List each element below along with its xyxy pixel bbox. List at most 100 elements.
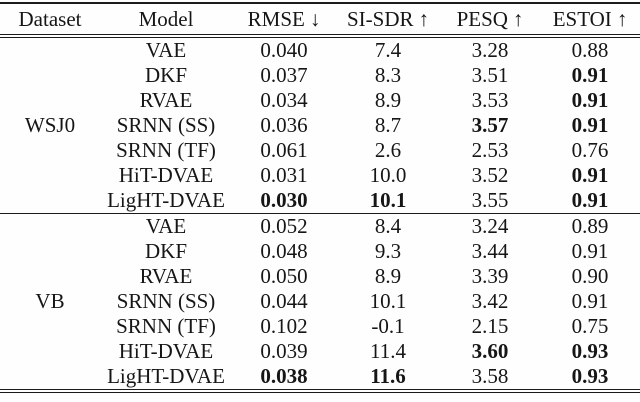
metric-value-cell-estoi: 0.76 xyxy=(571,138,609,162)
metric-value-cell-pesq: 3.42 xyxy=(471,289,509,313)
column-header-sisdr: SI-SDR ↑ xyxy=(336,3,440,36)
metric-value-cell-sisdr: -0.1 xyxy=(371,314,405,338)
metric-value-cell-pesq: 3.60 xyxy=(471,339,509,363)
metric-value-cell-estoi: 0.75 xyxy=(571,314,609,338)
table-row: SRNN (TF) 0.061 2.6 2.53 0.76 xyxy=(0,138,640,163)
table-row: VB VAE 0.052 8.4 3.24 0.89 xyxy=(0,214,640,313)
model-name-cell: DKF xyxy=(144,63,187,87)
model-name-cell: HiT-DVAE xyxy=(118,339,214,363)
metric-value-cell-rmse: 0.039 xyxy=(260,339,308,363)
metric-value-cell-sisdr: 10.1 xyxy=(369,289,407,313)
metric-value-cell-rmse: 0.030 xyxy=(260,188,308,212)
metric-value-cell-estoi: 0.91 xyxy=(571,163,609,187)
metric-value-cell-rmse: 0.040 xyxy=(260,38,308,62)
metric-value-cell-pesq: 3.24 xyxy=(471,214,509,238)
up-arrow-icon: ↑ xyxy=(616,6,628,31)
metric-value-cell-estoi: 0.91 xyxy=(571,63,609,87)
table-row: LigHT-DVAE 0.038 11.6 3.58 0.93 xyxy=(0,364,640,391)
metric-value-cell-sisdr: 9.3 xyxy=(374,239,402,263)
table-row: SRNN (SS) 0.044 10.1 3.42 0.91 xyxy=(0,289,640,314)
column-header-label: PESQ xyxy=(456,6,508,31)
header-row: Dataset Model RMSE ↓ SI-SDR ↑ PESQ ↑ ESTOI ↑ xyxy=(0,3,640,36)
table-row: WSJ0 VAE 0.040 7.4 3.28 0.88 xyxy=(0,36,640,137)
metric-value-cell-pesq: 3.58 xyxy=(471,364,509,388)
metric-value-cell-pesq: 3.51 xyxy=(471,63,509,87)
metric-value-cell-rmse: 0.102 xyxy=(260,314,308,338)
table-header: Dataset Model RMSE ↓ SI-SDR ↑ PESQ ↑ ESTOI ↑ xyxy=(0,3,640,36)
metric-value-cell-rmse: 0.061 xyxy=(260,138,308,162)
up-arrow-icon: ↑ xyxy=(512,6,524,31)
table-row: HiT-DVAE 0.031 10.0 3.52 0.91 xyxy=(0,163,640,188)
metric-value-cell-rmse: 0.034 xyxy=(260,88,308,112)
up-arrow-icon: ↑ xyxy=(418,6,430,31)
column-header-label: SI-SDR xyxy=(346,6,414,31)
model-name-cell: RVAE xyxy=(139,264,193,288)
column-header-estoi: ESTOI ↑ xyxy=(540,3,640,36)
metric-value-cell-estoi: 0.89 xyxy=(571,214,609,238)
metric-value-cell-pesq: 3.52 xyxy=(471,163,509,187)
column-header-dataset: Dataset xyxy=(0,3,100,36)
model-name-cell: VAE xyxy=(145,38,187,62)
metric-value-cell-pesq: 3.28 xyxy=(471,38,509,62)
table-row: DKF 0.048 9.3 3.44 0.91 xyxy=(0,239,640,264)
model-name-cell: SRNN (SS) xyxy=(116,113,216,137)
metric-value-cell-rmse: 0.052 xyxy=(260,214,308,238)
metric-value-cell-sisdr: 8.7 xyxy=(374,113,402,137)
model-name-cell: SRNN (TF) xyxy=(116,138,216,162)
metric-value-cell-sisdr: 7.4 xyxy=(374,38,402,62)
column-header-label: Model xyxy=(138,6,194,31)
metric-value-cell-estoi: 0.88 xyxy=(571,38,609,62)
metric-value-cell-pesq: 2.53 xyxy=(471,138,509,162)
metric-value-cell-sisdr: 2.6 xyxy=(374,138,402,162)
column-header-model: Model xyxy=(100,3,232,36)
table-row: RVAE 0.034 8.9 3.53 0.91 xyxy=(0,88,640,113)
metric-value-cell-rmse: 0.038 xyxy=(260,364,308,388)
metric-value-cell-rmse: 0.037 xyxy=(260,63,308,87)
metric-value-cell-rmse: 0.031 xyxy=(260,163,308,187)
metric-value-cell-rmse: 0.048 xyxy=(260,239,308,263)
column-header-rmse: RMSE ↓ xyxy=(232,3,336,36)
metric-value-cell-estoi: 0.91 xyxy=(571,239,609,263)
metric-value-cell-pesq: 3.53 xyxy=(471,88,509,112)
metric-value-cell-pesq: 3.55 xyxy=(471,188,509,212)
down-arrow-icon: ↓ xyxy=(309,6,321,31)
metric-value-cell-estoi: 0.91 xyxy=(571,113,609,137)
table-row: SRNN (TF) 0.102 -0.1 2.15 0.75 xyxy=(0,314,640,339)
metric-value-cell-rmse: 0.050 xyxy=(260,264,308,288)
model-name-cell: VAE xyxy=(145,214,187,238)
table-row: DKF 0.037 8.3 3.51 0.91 xyxy=(0,63,640,88)
model-name-cell: SRNN (SS) xyxy=(116,289,216,313)
model-name-cell: SRNN (TF) xyxy=(116,314,216,338)
metric-value-cell-pesq: 3.44 xyxy=(471,239,509,263)
dataset-label: VB xyxy=(35,289,65,313)
metric-value-cell-sisdr: 8.9 xyxy=(374,88,402,112)
dataset-label: WSJ0 xyxy=(24,113,76,137)
table-row: LigHT-DVAE 0.030 10.1 3.55 0.91 xyxy=(0,188,640,214)
metric-value-cell-rmse: 0.036 xyxy=(260,113,308,137)
metric-value-cell-sisdr: 11.4 xyxy=(370,339,406,363)
column-header-label: Dataset xyxy=(18,6,82,31)
metric-value-cell-sisdr: 8.9 xyxy=(374,264,402,288)
metric-value-cell-rmse: 0.044 xyxy=(260,289,308,313)
metric-value-cell-sisdr: 10.0 xyxy=(369,163,407,187)
metric-value-cell-sisdr: 8.3 xyxy=(374,63,402,87)
table-row: SRNN (SS) 0.036 8.7 3.57 0.91 xyxy=(0,113,640,138)
metric-value-cell-sisdr: 8.4 xyxy=(374,214,402,238)
model-name-cell: RVAE xyxy=(139,88,193,112)
model-name-cell: LigHT-DVAE xyxy=(107,364,225,388)
metric-value-cell-estoi: 0.93 xyxy=(571,339,609,363)
metric-value-cell-estoi: 0.90 xyxy=(571,264,609,288)
metric-value-cell-sisdr: 10.1 xyxy=(369,188,407,212)
results-table: Dataset Model RMSE ↓ SI-SDR ↑ PESQ ↑ ESTOI ↑ xyxy=(0,2,640,393)
metric-value-cell-pesq: 2.15 xyxy=(471,314,509,338)
column-header-label: RMSE xyxy=(247,6,305,31)
metric-value-cell-estoi: 0.91 xyxy=(571,88,609,112)
model-name-cell: DKF xyxy=(144,239,187,263)
metric-value-cell-sisdr: 11.6 xyxy=(370,364,406,388)
metric-value-cell-estoi: 0.91 xyxy=(571,289,609,313)
metric-value-cell-estoi: 0.93 xyxy=(571,364,609,388)
section-wsj0: WSJ0 VAE 0.040 7.4 3.28 0.88 DKF 0.037 8.3 3.51 0.… xyxy=(0,36,640,214)
metric-value-cell-pesq: 3.39 xyxy=(471,264,509,288)
section-vb: VB VAE 0.052 8.4 3.24 0.89 DKF 0.048 9.3 3.44 0.91… xyxy=(0,214,640,392)
